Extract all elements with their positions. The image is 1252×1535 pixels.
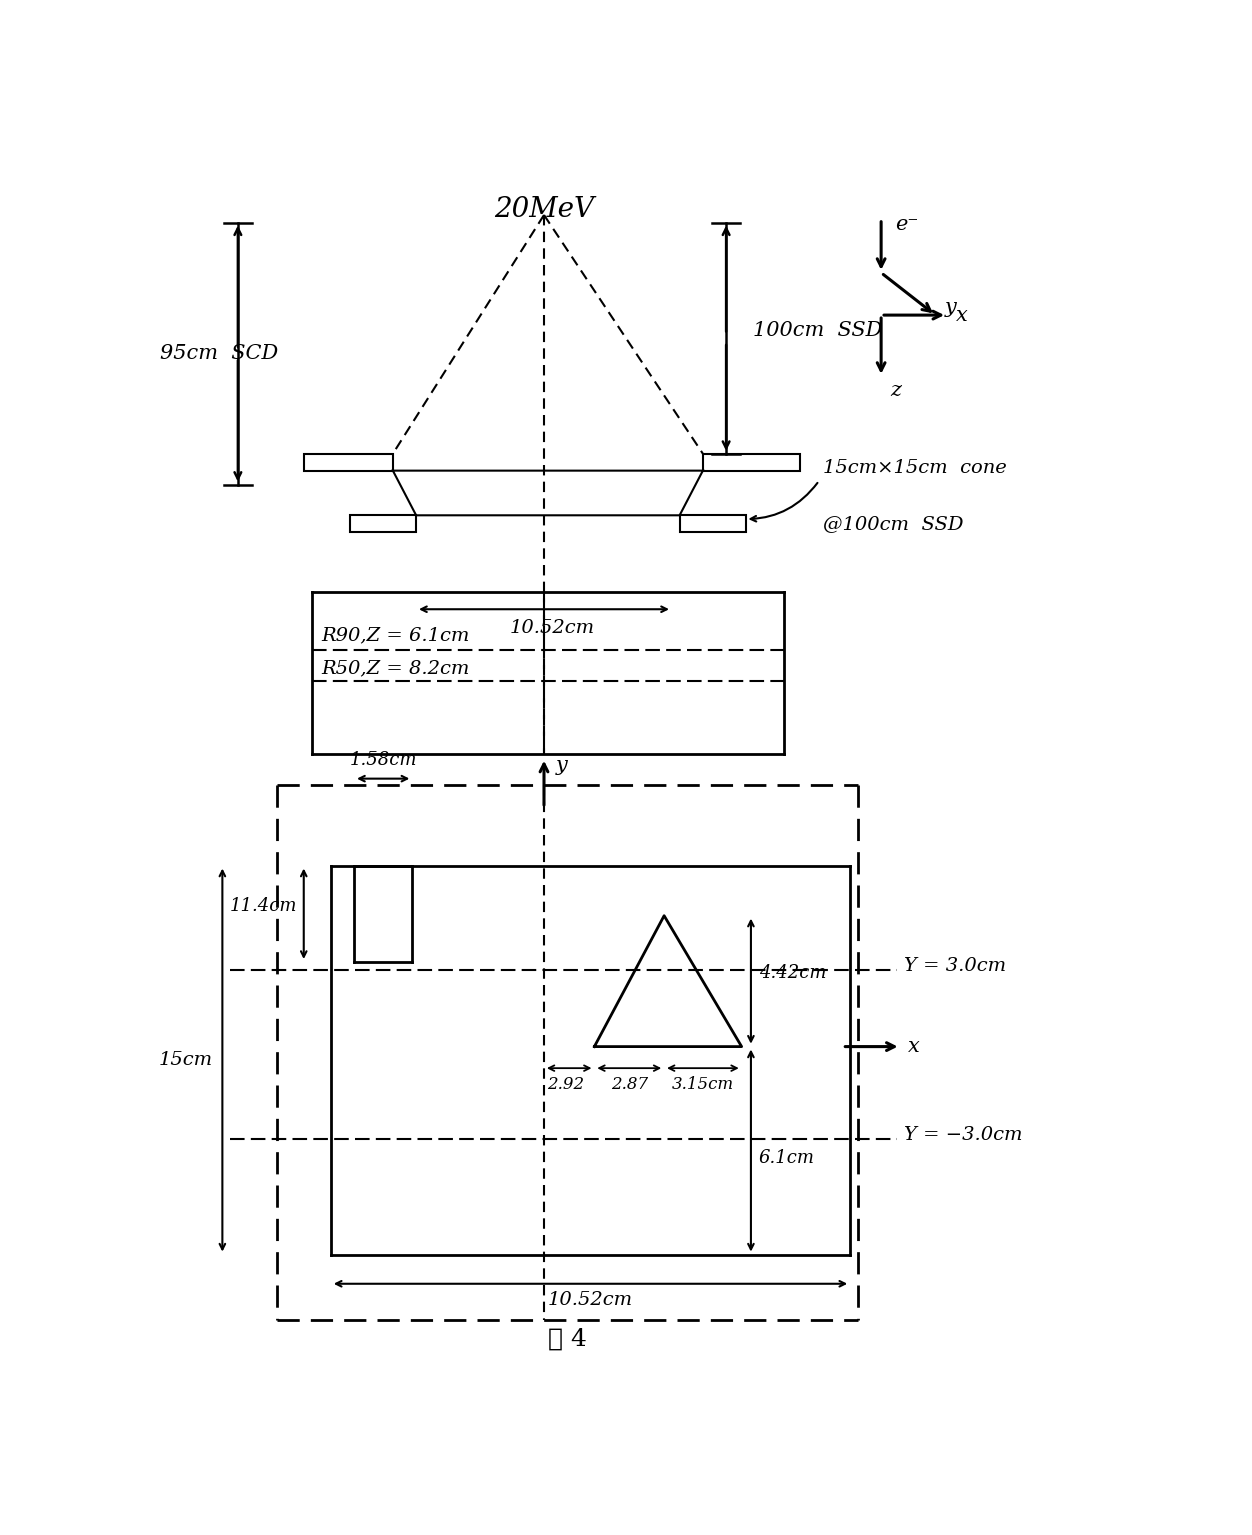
- Text: Y = 3.0cm: Y = 3.0cm: [904, 956, 1007, 975]
- Text: y: y: [945, 298, 957, 316]
- Text: 100cm  SSD: 100cm SSD: [754, 321, 883, 339]
- Text: 95cm  SCD: 95cm SCD: [160, 344, 279, 364]
- Text: e⁻: e⁻: [895, 215, 919, 233]
- Text: 10.52cm: 10.52cm: [548, 1291, 634, 1309]
- Text: 2.92: 2.92: [547, 1076, 583, 1093]
- Polygon shape: [304, 454, 393, 471]
- Text: 15cm×15cm  cone: 15cm×15cm cone: [823, 459, 1007, 477]
- Text: 3.15cm: 3.15cm: [672, 1076, 734, 1093]
- Text: 20MeV: 20MeV: [495, 196, 593, 223]
- Text: 4.42cm: 4.42cm: [759, 964, 826, 982]
- Text: 11.4cm: 11.4cm: [230, 896, 298, 915]
- Text: y: y: [556, 755, 567, 775]
- Text: 2.87: 2.87: [611, 1076, 647, 1093]
- Text: 图 4: 图 4: [548, 1328, 587, 1351]
- Text: x: x: [908, 1038, 920, 1056]
- Polygon shape: [351, 516, 416, 533]
- Text: Y = −3.0cm: Y = −3.0cm: [904, 1127, 1023, 1144]
- Text: x: x: [957, 305, 968, 324]
- Text: R90,Z = 6.1cm: R90,Z = 6.1cm: [321, 626, 470, 643]
- Text: @100cm  SSD: @100cm SSD: [823, 516, 964, 533]
- Text: 1.58cm: 1.58cm: [349, 752, 417, 769]
- Text: 6.1cm: 6.1cm: [759, 1150, 815, 1167]
- Polygon shape: [393, 471, 702, 516]
- Text: 15cm: 15cm: [159, 1051, 213, 1068]
- Polygon shape: [680, 516, 745, 533]
- Polygon shape: [702, 454, 800, 471]
- Text: R50,Z = 8.2cm: R50,Z = 8.2cm: [321, 660, 470, 678]
- Text: 10.52cm: 10.52cm: [510, 619, 595, 637]
- Text: z: z: [890, 381, 901, 399]
